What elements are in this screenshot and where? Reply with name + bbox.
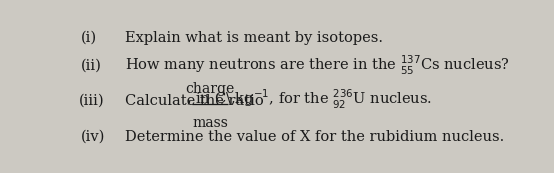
Text: (ii): (ii) bbox=[81, 59, 102, 73]
Text: (i): (i) bbox=[81, 31, 98, 45]
Text: mass: mass bbox=[192, 116, 228, 130]
Text: Calculate the ratio: Calculate the ratio bbox=[125, 94, 264, 108]
Text: charge: charge bbox=[186, 82, 235, 96]
Text: How many neutrons are there in the $^{137}_{55}$Cs nucleus?: How many neutrons are there in the $^{13… bbox=[125, 53, 510, 76]
Text: (iv): (iv) bbox=[81, 130, 106, 144]
Text: Determine the value of X for the rubidium nucleus.: Determine the value of X for the rubidiu… bbox=[125, 130, 504, 144]
Text: Explain what is meant by isotopes.: Explain what is meant by isotopes. bbox=[125, 31, 383, 45]
Text: , in C\,kg$^{-1}$, for the $^{236}_{92}$U nucleus.: , in C\,kg$^{-1}$, for the $^{236}_{92}$… bbox=[186, 88, 432, 111]
Text: (iii): (iii) bbox=[79, 94, 105, 108]
